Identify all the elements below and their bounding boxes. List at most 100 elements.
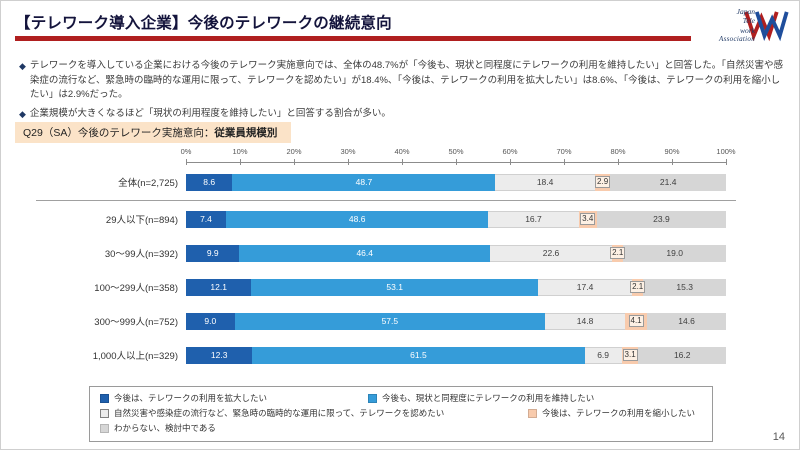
legend: 今後は、テレワークの利用を拡大したい 今後も、現状と同程度にテレワークの利用を維持… [89, 386, 713, 442]
axis-tick-label: 60% [502, 147, 518, 156]
data-label: 3.4 [580, 213, 596, 225]
stacked-bar: 8.6 48.7 18.4 2.9 21.4 [186, 173, 726, 191]
legend-swatch-icon [100, 423, 109, 433]
stacked-bar: 12.3 61.5 6.9 3.1 16.2 [186, 346, 726, 364]
axis-tick-mark [240, 159, 241, 165]
legend-row: 今後は、テレワークの利用を拡大したい 今後も、現状と同程度にテレワークの利用を維持… [100, 392, 702, 404]
legend-swatch-icon [368, 393, 377, 403]
axis-tick-mark [510, 159, 511, 165]
category-label: 29人以下(n=894) [105, 215, 178, 226]
page-title: 【テレワーク導入企業】今後のテレワークの継続意向 [15, 15, 392, 32]
bar-segment: 57.5 [234, 312, 546, 330]
data-label: 7.4 [200, 214, 212, 224]
legend-item: 今後は、テレワークの利用を拡大したい [100, 392, 368, 404]
bar-segment: 53.1 [251, 278, 539, 296]
axis-tick-mark [186, 159, 187, 165]
bar-segment: 48.7 [232, 173, 496, 191]
bar-segment: 18.4 [495, 173, 595, 191]
logo-line-tele: Tele [742, 16, 755, 26]
x-axis: 0% 10% 20% 30% 40% 50% 60% 70% 80% 90% 100% [181, 147, 736, 165]
data-label: 14.6 [678, 316, 695, 326]
axis-tick-label: 90% [664, 147, 680, 156]
stacked-bar: 9.0 57.5 14.8 4.1 14.6 [186, 312, 726, 330]
axis-tick-label: 0% [180, 147, 192, 156]
data-label: 15.3 [676, 282, 693, 292]
stacked-bar: 7.4 48.6 16.7 3.4 23.9 [186, 210, 726, 228]
question-label-prefix: Q29（SA）今後のテレワーク実施意向： [23, 127, 215, 139]
data-label: 3.1 [622, 349, 638, 361]
bar-segment: 16.7 [488, 210, 579, 228]
bullet-diamond-icon: ◆ [19, 109, 26, 120]
data-label: 19.0 [666, 248, 683, 258]
bar-segment: 12.3 [186, 346, 253, 364]
axis-spacer [6, 147, 186, 163]
bullet-2-text: 企業規模が大きくなるほど「現状の利用程度を維持したい」と回答する割合が多い。 [29, 108, 391, 120]
axis-tick-mark [294, 159, 295, 165]
bar-segment: 2.1 [610, 244, 626, 262]
logo-line-work: work [740, 25, 755, 35]
axis-tick-label: 100% [716, 147, 736, 156]
legend-label: わからない、検討中である [114, 423, 216, 433]
bar-segment: 14.6 [647, 312, 726, 330]
bar-segment: 3.1 [621, 346, 639, 364]
legend-label: 今後は、テレワークの利用を拡大したい [114, 393, 268, 403]
axis-tick-mark [564, 159, 565, 165]
bullet-2: ◆ 企業規模が大きくなるほど「現状の利用程度を維持したい」と回答する割合が多い。 [19, 107, 785, 122]
logo-text: Japan Tele work Association [719, 7, 755, 44]
bar-segment: 9.0 [186, 312, 235, 330]
bar-segment: 61.5 [252, 346, 585, 364]
data-label: 48.7 [355, 177, 373, 187]
category-label: 100～299人(n=358) [94, 283, 178, 294]
bullet-diamond-icon: ◆ [19, 61, 26, 71]
data-label: 16.2 [673, 350, 691, 360]
chart-row: 全体(n=2,725) 8.6 48.7 18.4 2.9 21.4 [6, 165, 796, 199]
bar-segment: 16.2 [638, 346, 726, 364]
bullet-1: ◆ テレワークを導入している企業における今後のテレワーク実施意向では、全体の48… [19, 59, 785, 103]
logo-line-japan: Japan [736, 7, 755, 16]
chart-row: 300～999人(n=752) 9.0 57.5 14.8 4.1 14.6 [6, 304, 796, 338]
chart-row: 29人以下(n=894) 7.4 48.6 16.7 3.4 23.9 [6, 202, 796, 236]
data-label: 14.8 [576, 316, 594, 326]
bar-segment: 48.6 [225, 210, 489, 228]
category-label: 300～999人(n=752) [94, 317, 178, 328]
logo-line-association: Association [719, 35, 755, 44]
axis-tick-label: 30% [340, 147, 356, 156]
legend-label: 今後も、現状と同程度にテレワークの利用を維持したい [382, 393, 595, 403]
data-label: 48.6 [348, 214, 366, 224]
bar-segment: 7.4 [186, 210, 226, 228]
axis-tick-mark [672, 159, 673, 165]
bar-segment: 12.1 [186, 278, 252, 296]
category-label: 30～99人(n=392) [104, 249, 178, 260]
axis-tick-label: 70% [556, 147, 572, 156]
question-label-bold: 従業員規模別 [214, 127, 278, 139]
axis-tick-label: 50% [448, 147, 464, 156]
bar-segment: 2.9 [594, 173, 611, 191]
data-label: 46.4 [356, 248, 373, 258]
legend-label: 今後は、テレワークの利用を縮小したい [542, 408, 696, 418]
chart-row: 1,000人以上(n=329) 12.3 61.5 6.9 3.1 16.2 [6, 338, 796, 372]
legend-item: 自然災害や感染症の流行など、緊急時の臨時的な運用に限って、テレワークを認めたい [100, 407, 528, 419]
chart-rows: 全体(n=2,725) 8.6 48.7 18.4 2.9 21.4 29人以下(n=894… [6, 165, 796, 372]
chart-row: 30～99人(n=392) 9.9 46.4 22.6 2.1 19.0 [6, 236, 796, 270]
axis-tick-mark [618, 159, 619, 165]
bar-segment: 19.0 [623, 244, 726, 262]
bar-segment: 17.4 [538, 278, 633, 296]
stacked-bar: 9.9 46.4 22.6 2.1 19.0 [186, 244, 726, 262]
data-label: 57.5 [381, 316, 399, 326]
axis-tick-label: 80% [610, 147, 626, 156]
legend-item: 今後は、テレワークの利用を縮小したい [528, 407, 695, 419]
data-label: 8.6 [203, 177, 216, 187]
data-label: 2.1 [630, 281, 646, 293]
title-underline-bar [15, 36, 691, 41]
bar-segment: 8.6 [186, 173, 233, 191]
legend-row: わからない、検討中である [100, 422, 702, 434]
bar-segment: 21.4 [610, 173, 726, 191]
legend-swatch-icon [100, 408, 109, 418]
legend-item: 今後も、現状と同程度にテレワークの利用を維持したい [368, 392, 594, 404]
axis-tick-mark [456, 159, 457, 165]
japan-telework-association-logo: Japan Tele work Association [689, 5, 789, 49]
data-label: 12.3 [210, 350, 228, 360]
bar-segment: 3.4 [578, 210, 597, 228]
legend-item: わからない、検討中である [100, 422, 216, 434]
